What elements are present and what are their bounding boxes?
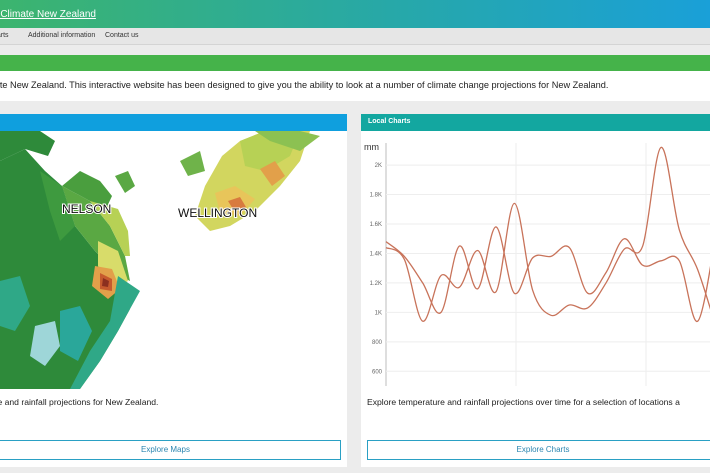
charts-card-heading: Local Charts (368, 118, 411, 125)
map-label-nelson: NELSON (62, 202, 111, 216)
nz-climate-map[interactable]: NELSON WELLINGTON (0, 131, 347, 389)
y-axis-label: mm (364, 142, 379, 152)
map-label-wellington: WELLINGTON (178, 206, 257, 220)
maps-card: NELSON WELLINGTON erature and rainfall p… (0, 114, 347, 467)
nav-bar: harts Additional information Contact us (0, 28, 710, 45)
series-line-1 (385, 226, 710, 322)
charts-card-description: Explore temperature and rainfall project… (367, 397, 680, 407)
y-tick-label: 1.2K (370, 281, 382, 287)
charts-card-header: Local Charts (361, 114, 710, 131)
y-tick-label: 600 (372, 369, 383, 375)
site-title-link[interactable]: e Climate New Zealand (0, 9, 96, 20)
y-tick-label: 1.8K (370, 193, 382, 199)
series-line-2 (385, 146, 710, 322)
intro-header-bar: n (0, 55, 710, 71)
nav-item-contact-us[interactable]: Contact us (105, 32, 139, 39)
explore-charts-button[interactable]: Explore Charts (367, 440, 710, 460)
rainfall-line-chart[interactable]: 600 800 1K 1.2K 1.4K 1.6K 1.8K 2K mm (361, 131, 710, 389)
intro-text: limate New Zealand. This interactive web… (0, 80, 609, 90)
nav-item-charts[interactable]: harts (0, 32, 9, 39)
y-tick-label: 800 (372, 340, 383, 346)
y-tick-label: 1.4K (370, 251, 382, 257)
y-tick-label: 2K (375, 163, 382, 169)
maps-card-description: erature and rainfall projections for New… (0, 397, 159, 407)
charts-card: Local Charts 600 800 1K 1.2K 1.4K 1.6K 1.8K 2K m… (361, 114, 710, 467)
explore-maps-button[interactable]: Explore Maps (0, 440, 341, 460)
site-header: e Climate New Zealand (0, 0, 710, 28)
maps-card-header (0, 114, 347, 131)
y-tick-label: 1K (375, 310, 382, 316)
y-tick-label: 1.6K (370, 222, 382, 228)
nav-item-additional-information[interactable]: Additional information (28, 32, 96, 39)
intro-panel: limate New Zealand. This interactive web… (0, 71, 710, 101)
